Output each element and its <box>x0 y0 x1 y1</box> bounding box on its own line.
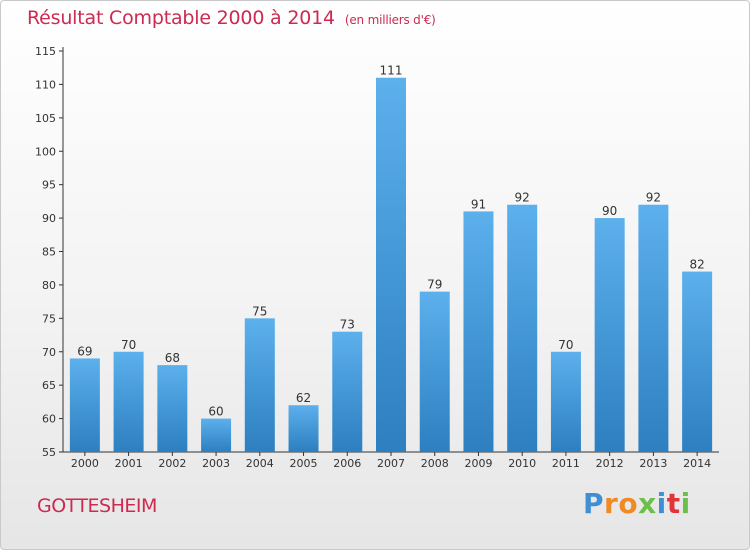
y-tick-label: 85 <box>42 246 56 259</box>
chart-unit: (en milliers d'€) <box>344 13 436 27</box>
y-tick-label: 115 <box>35 45 56 58</box>
x-tick-label: 2013 <box>639 457 667 470</box>
bar-value-label: 70 <box>558 338 573 352</box>
bar-value-label: 92 <box>646 191 661 205</box>
x-tick-label: 2005 <box>290 457 318 470</box>
bar-2003 <box>201 418 232 452</box>
bar-value-label: 111 <box>380 64 403 78</box>
bar-value-label: 69 <box>77 344 92 358</box>
y-tick-label: 100 <box>35 145 56 158</box>
bar-value-label: 90 <box>602 204 617 218</box>
y-tick-label: 110 <box>35 78 56 91</box>
bar-2008 <box>419 291 450 452</box>
bar-2005 <box>288 405 319 452</box>
y-tick-label: 95 <box>42 179 56 192</box>
x-tick-label: 2007 <box>377 457 405 470</box>
chart-title-text: Résultat Comptable 2000 à 2014 <box>27 7 335 29</box>
bar-value-label: 68 <box>165 351 180 365</box>
bar-2000 <box>69 358 100 452</box>
y-tick-label: 60 <box>42 413 56 426</box>
chart-title: Résultat Comptable 2000 à 2014 (en millie… <box>27 7 436 29</box>
bar-value-label: 60 <box>208 405 223 419</box>
bar-2001 <box>113 351 144 452</box>
bar-2002 <box>157 365 188 452</box>
bar-2012 <box>594 218 625 452</box>
bar-2010 <box>507 204 538 452</box>
bar-2014 <box>682 271 713 452</box>
x-tick-label: 2004 <box>246 457 274 470</box>
bar-value-label: 62 <box>296 391 311 405</box>
bar-2009 <box>463 211 494 452</box>
bar-2006 <box>332 331 363 452</box>
bar-value-label: 91 <box>471 197 486 211</box>
bar-2007 <box>376 77 406 452</box>
x-tick-label: 2001 <box>115 457 143 470</box>
bar-value-label: 73 <box>340 318 355 332</box>
y-tick-label: 80 <box>42 279 56 292</box>
bar-value-label: 82 <box>689 258 704 272</box>
proxiti-logo: Proxiti <box>583 487 691 520</box>
y-tick-label: 90 <box>42 212 56 225</box>
y-tick-label: 65 <box>42 379 56 392</box>
city-name: GOTTESHEIM <box>37 495 157 517</box>
bar-value-label: 75 <box>252 304 267 318</box>
y-tick-label: 55 <box>42 446 56 459</box>
x-tick-label: 2012 <box>596 457 624 470</box>
x-tick-label: 2014 <box>683 457 711 470</box>
x-tick-label: 2008 <box>421 457 449 470</box>
bar-value-label: 92 <box>515 191 530 205</box>
x-tick-label: 2009 <box>464 457 492 470</box>
bar-2013 <box>638 204 669 452</box>
x-tick-label: 2011 <box>552 457 580 470</box>
bar-2004 <box>244 318 275 452</box>
x-tick-label: 2003 <box>202 457 230 470</box>
bar-value-label: 70 <box>121 338 136 352</box>
x-tick-label: 2002 <box>158 457 186 470</box>
y-tick-label: 70 <box>42 346 56 359</box>
bar-value-label: 79 <box>427 278 442 292</box>
x-tick-label: 2000 <box>71 457 99 470</box>
y-tick-label: 75 <box>42 312 56 325</box>
bar-2011 <box>550 351 581 452</box>
y-tick-label: 105 <box>35 112 56 125</box>
x-tick-label: 2006 <box>333 457 361 470</box>
x-tick-label: 2010 <box>508 457 536 470</box>
